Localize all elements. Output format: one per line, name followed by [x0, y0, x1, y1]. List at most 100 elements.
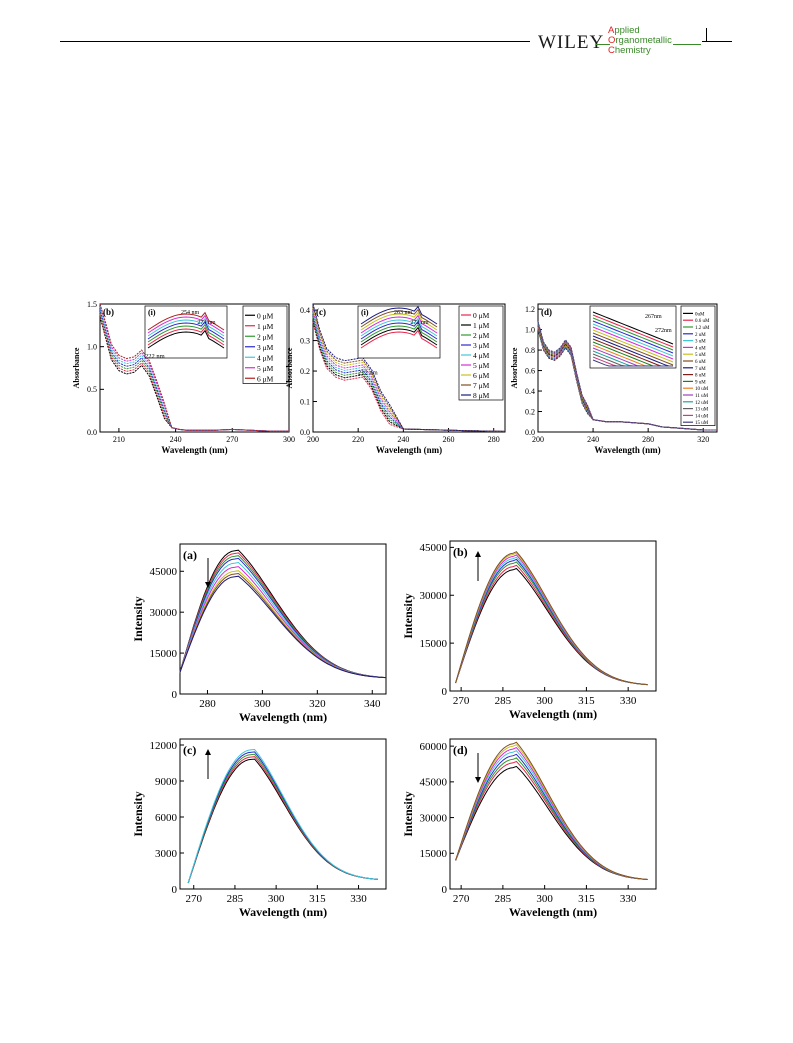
series-line [312, 317, 506, 432]
inset-line [360, 323, 438, 343]
legend-label: 6 uM [695, 360, 706, 365]
trend-arrow-head [475, 551, 481, 557]
legend-label: 13 uM [695, 408, 709, 413]
inset-annotation: 272 nm [410, 320, 429, 326]
y-tick-label: 12000 [150, 740, 178, 752]
series-line [455, 564, 648, 686]
inset-line [147, 317, 225, 337]
legend-label: 1 μM [473, 321, 490, 330]
series-line [99, 308, 289, 432]
plot-frame [312, 303, 506, 433]
inset-line [360, 320, 438, 340]
legend-label: 3 uM [695, 340, 706, 345]
journal-name-line-1: Applied [608, 26, 640, 36]
y-tick-label: 15000 [420, 848, 448, 860]
legend-label: 12 uM [695, 401, 709, 406]
y-tick-label: 0.0 [525, 428, 535, 437]
series-line [455, 744, 648, 880]
x-axis-label: Wavelength (nm) [239, 710, 327, 724]
x-tick-label: 285 [227, 893, 244, 905]
inset-line [360, 305, 438, 325]
legend-label: 0uM [695, 312, 705, 317]
x-tick-label: 200 [307, 435, 319, 444]
legend-box [680, 305, 716, 426]
y-axis-label: Intensity [131, 596, 145, 641]
x-tick-label: 210 [113, 435, 125, 444]
series-line [187, 748, 378, 884]
header-rule-tick [706, 28, 707, 41]
series-line [455, 551, 648, 686]
panel-label: (b) [453, 545, 468, 559]
journal-rule-right [673, 44, 701, 45]
legend-label: 6 μM [473, 371, 490, 380]
y-axis-label: Intensity [131, 791, 145, 836]
legend-label: 2 μM [473, 331, 490, 340]
legend-box [242, 305, 288, 384]
legend-label: 0 μM [257, 311, 274, 320]
y-axis-label: Intensity [401, 593, 415, 638]
series-line [187, 758, 378, 884]
y-tick-label: 30000 [420, 590, 448, 602]
inset-line [592, 323, 674, 357]
x-tick-label: 320 [697, 435, 709, 444]
y-tick-label: 0.0 [87, 428, 97, 437]
trend-arrow-head [475, 777, 481, 783]
y-tick-label: 0.2 [525, 407, 535, 416]
series-line [455, 741, 648, 880]
header-rule [60, 41, 732, 42]
y-tick-label: 1.0 [87, 342, 97, 351]
legend-label: 5 μM [257, 364, 274, 373]
x-axis-label: Wavelength (nm) [594, 445, 660, 455]
peak-annotation: 212 nm [358, 369, 378, 376]
panel-label: (c) [316, 307, 326, 317]
inset-line [147, 323, 225, 343]
journal-name-line-2: Organometallic [608, 36, 672, 46]
y-tick-label: 0.5 [87, 385, 97, 394]
x-tick-label: 280 [488, 435, 500, 444]
x-tick-label: 280 [199, 698, 216, 710]
x-tick-label: 240 [587, 435, 599, 444]
y-tick-label: 0.1 [300, 397, 310, 406]
series-line [312, 305, 506, 432]
legend-label: 9 uM [695, 380, 706, 385]
panel-label: (b) [103, 307, 114, 317]
trend-arrow-head [205, 749, 211, 755]
x-tick-label: 330 [620, 695, 637, 707]
series-line [455, 753, 648, 880]
y-tick-label: 60000 [420, 741, 448, 753]
inset-line [592, 329, 674, 363]
inset-line [360, 326, 438, 346]
legend-label: 14 uM [695, 414, 709, 419]
legend-label: 5 uM [695, 353, 706, 358]
journal-initial: C [608, 45, 615, 56]
x-tick-label: 315 [309, 893, 326, 905]
plot-frame [99, 303, 290, 433]
series-line [312, 312, 506, 432]
legend-label: 1.2 uM [695, 326, 710, 331]
y-tick-label: 0 [442, 686, 448, 698]
y-tick-label: 0 [172, 884, 178, 896]
peak-annotation: 222 nm [145, 353, 165, 360]
legend-box [458, 305, 504, 401]
inset-line [147, 311, 225, 331]
y-tick-label: 0.6 [525, 366, 535, 375]
series-line [455, 561, 648, 686]
x-tick-label: 330 [620, 893, 637, 905]
x-tick-label: 200 [532, 435, 544, 444]
y-tick-label: 30000 [150, 607, 178, 619]
legend-label: 2 μM [257, 332, 274, 341]
journal-rule-left [596, 44, 610, 45]
legend-label: 1 μM [257, 322, 274, 331]
y-tick-label: 0.3 [300, 336, 310, 345]
legend-label: 4 uM [695, 346, 706, 351]
inset-line [360, 308, 438, 328]
inset-line [147, 326, 225, 346]
series-line [455, 567, 648, 686]
inset-line [592, 332, 674, 366]
fl-chart-a: 280 300 320 340 0 15000 30000 45000 Wavelength (… [131, 543, 387, 724]
x-tick-label: 285 [495, 893, 512, 905]
series-line [99, 303, 289, 432]
y-tick-label: 6000 [155, 812, 178, 824]
panel-label: (d) [453, 743, 468, 757]
y-tick-label: 15000 [150, 648, 178, 660]
